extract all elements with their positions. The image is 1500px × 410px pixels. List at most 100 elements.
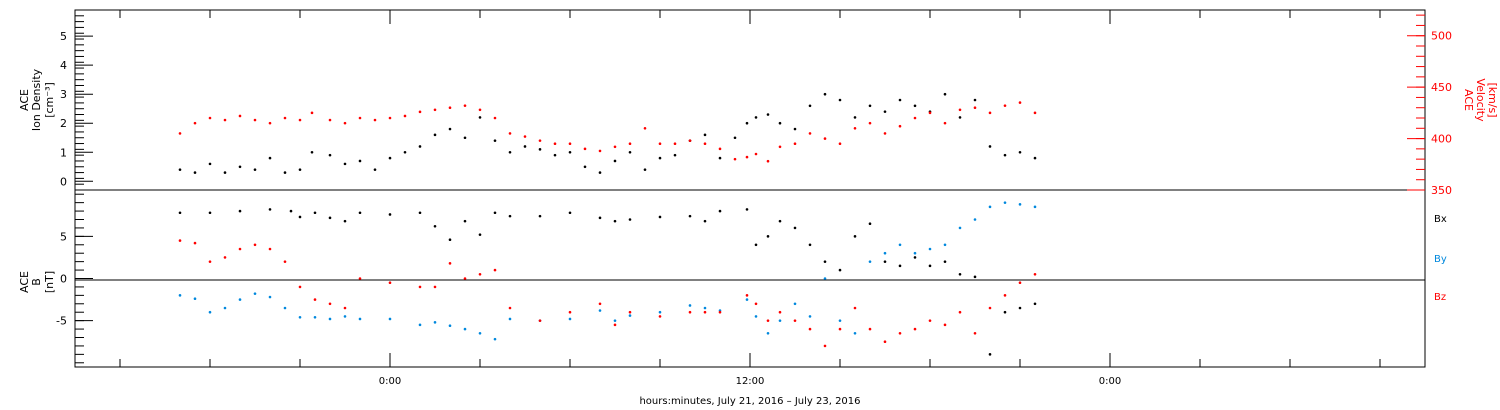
by-point [568, 317, 572, 321]
density-point [403, 150, 407, 154]
velocity-point [238, 114, 242, 118]
by-point [328, 317, 332, 321]
by-point [613, 319, 617, 322]
velocity-point [838, 142, 842, 146]
bz-point [478, 272, 482, 276]
velocity-point [463, 104, 467, 107]
velocity-point [508, 132, 512, 135]
bx-point [1033, 302, 1037, 306]
velocity-point [568, 142, 572, 146]
bx-point [745, 208, 749, 211]
bx-point [658, 215, 662, 219]
by-point [508, 317, 512, 321]
bx-point [688, 214, 692, 218]
bz-point [838, 327, 842, 331]
bx-point [448, 238, 452, 242]
bottom-panel-series [178, 201, 1037, 356]
by-point [268, 295, 272, 299]
bz-point [688, 310, 692, 314]
velocity-point [1033, 111, 1037, 115]
density-point [418, 145, 422, 148]
density-point [958, 116, 962, 119]
by-point [808, 315, 812, 318]
bx-point [853, 235, 857, 238]
density-point [433, 133, 437, 137]
bx-point [1018, 306, 1022, 310]
velocity-point [988, 111, 992, 115]
velocity-point [673, 142, 677, 146]
bx-point [418, 211, 422, 215]
bz-point [598, 302, 602, 306]
density-point [583, 165, 587, 169]
by-point [973, 218, 977, 221]
bx-point [613, 219, 617, 223]
velocity-axis-label-units: [km/s] [1486, 82, 1499, 117]
density-point [358, 159, 362, 163]
by-point [943, 243, 947, 247]
velocity-point [628, 142, 632, 146]
velocity-point [958, 108, 962, 112]
bz-point [628, 310, 632, 314]
velocity-point [328, 118, 332, 122]
density-point [673, 153, 677, 157]
velocity-point [613, 145, 617, 149]
velocity-point [178, 132, 182, 135]
by-point [493, 337, 497, 341]
by-point [958, 226, 962, 230]
velocity-point [793, 142, 797, 146]
density-point [493, 139, 497, 142]
velocity-point [388, 116, 392, 120]
bz-point [808, 327, 812, 331]
x-tick-label: 12:00 [736, 376, 765, 387]
bz-point [913, 327, 917, 331]
density-tick-label: 2 [60, 117, 67, 130]
bz-point [988, 306, 992, 310]
velocity-point [868, 121, 872, 125]
density-point [223, 171, 227, 174]
bx-point [718, 209, 722, 213]
by-point [418, 323, 422, 327]
density-point [388, 156, 392, 160]
velocity-point [688, 139, 692, 142]
bz-point [538, 319, 542, 322]
density-tick-label: 0 [60, 175, 67, 188]
density-point [988, 145, 992, 148]
density-point [253, 168, 257, 171]
density-point [598, 171, 602, 174]
bx-point [289, 209, 293, 213]
bx-point [628, 218, 632, 221]
bx-point [463, 219, 467, 223]
velocity-tick-label: 350 [1431, 184, 1452, 197]
by-point [823, 277, 827, 280]
velocity-point [778, 145, 782, 149]
bz-point [298, 285, 302, 289]
by-point [283, 306, 287, 310]
bz-point [1003, 294, 1007, 297]
bx-point [898, 264, 902, 268]
bz-point [178, 239, 182, 242]
velocity-point [1018, 101, 1022, 104]
bz-point [703, 310, 707, 314]
bx-point [433, 224, 437, 228]
top-panel-frame [74, 9, 1426, 191]
by-point [478, 331, 482, 335]
bx-point [328, 216, 332, 220]
by-point [658, 310, 662, 314]
bz-point [883, 340, 887, 344]
density-point [463, 136, 467, 140]
bx-point [766, 235, 770, 238]
velocity-point [418, 110, 422, 114]
velocity-point [403, 114, 407, 118]
density-point [868, 104, 872, 108]
velocity-point [745, 155, 749, 159]
velocity-point [643, 126, 647, 130]
density-point [523, 145, 527, 148]
density-point [1003, 153, 1007, 157]
velocity-point [928, 111, 932, 115]
by-point [193, 297, 197, 301]
by-point [223, 306, 227, 310]
by-point [433, 321, 437, 324]
velocity-point [703, 142, 707, 146]
density-point [733, 136, 737, 140]
density-point [538, 148, 542, 151]
